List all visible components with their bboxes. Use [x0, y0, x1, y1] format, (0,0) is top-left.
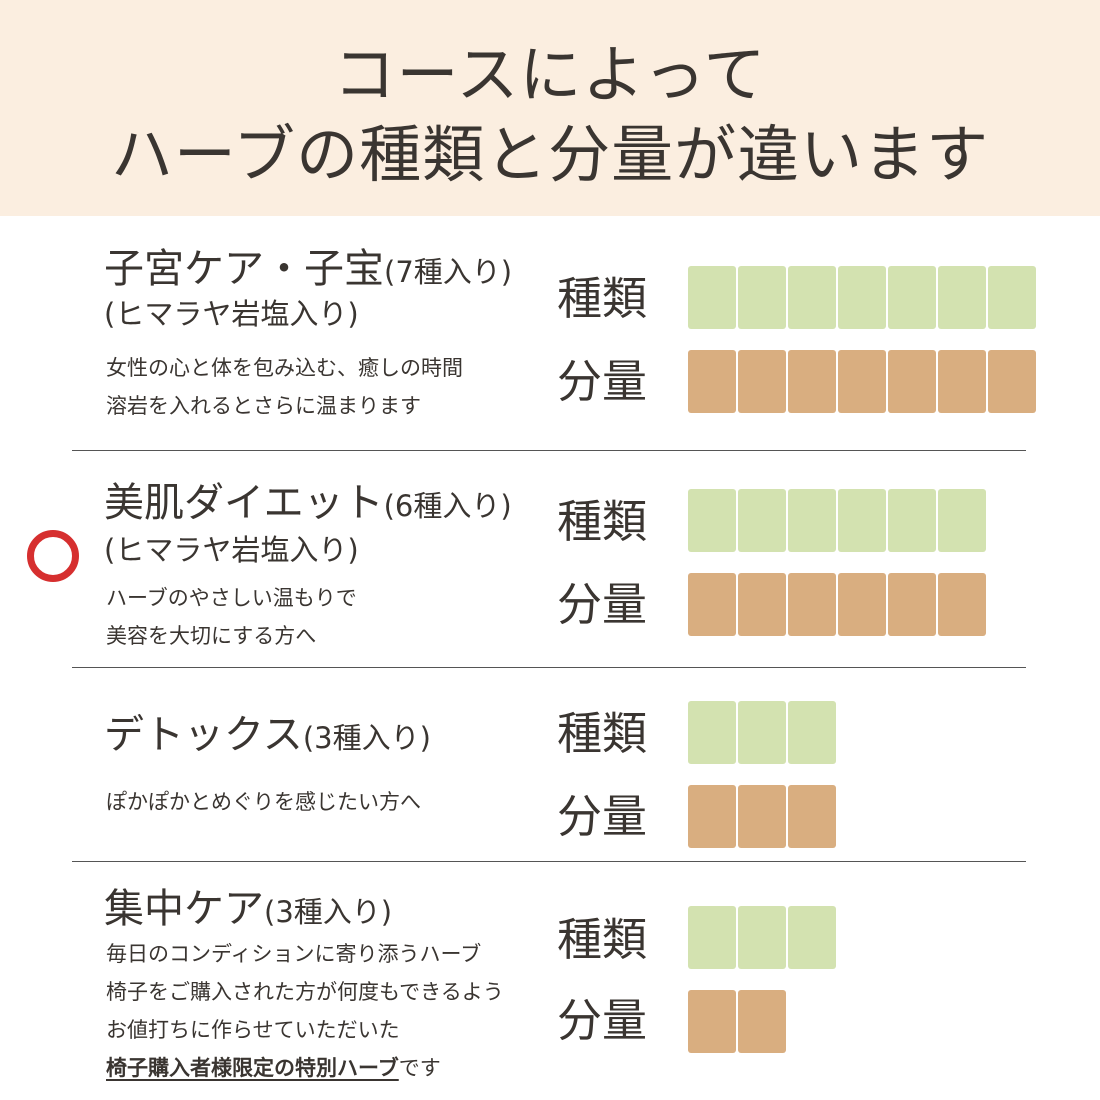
course-title: 美肌ダイエット(6種入り): [104, 480, 512, 529]
course-name: 集中ケア: [104, 886, 264, 932]
course-count: (3種入り): [264, 895, 393, 929]
course-subtitle: (ヒマラヤ岩塩入り): [104, 533, 359, 567]
level-cell: [938, 573, 986, 636]
description-line: 椅子購入者様限定の特別ハーブです: [106, 1049, 504, 1087]
level-cell: [788, 906, 836, 969]
level-cell: [788, 350, 836, 413]
level-cell: [738, 350, 786, 413]
level-cell: [938, 266, 986, 329]
amount-label: 分量: [557, 578, 648, 631]
description-line: 女性の心と体を包み込む、癒しの時間: [106, 356, 463, 380]
amount-bar: [688, 990, 786, 1053]
description-line: 椅子をご購入された方が何度もできるよう: [106, 980, 504, 1004]
course-subtitle: (ヒマラヤ岩塩入り): [104, 297, 359, 331]
amount-label: 分量: [557, 790, 648, 843]
divider: [72, 861, 1026, 862]
description-suffix: です: [398, 1056, 441, 1080]
kind-bar: [688, 701, 836, 764]
level-cell: [788, 701, 836, 764]
course-count: (3種入り): [302, 721, 431, 755]
description-emphasis: 椅子購入者様限定の特別ハーブ: [106, 1056, 399, 1080]
level-cell: [988, 266, 1036, 329]
level-cell: [838, 266, 886, 329]
course-title: デトックス(3種入り): [104, 712, 431, 761]
course-title: 子宮ケア・子宝(7種入り): [104, 246, 512, 295]
description-line: ハーブのやさしい温もりで: [106, 586, 357, 610]
course-count: (6種入り): [383, 489, 512, 523]
kind-bar: [688, 906, 836, 969]
level-cell: [738, 990, 786, 1053]
divider: [72, 450, 1026, 451]
level-cell: [888, 573, 936, 636]
course-name: デトックス: [104, 712, 303, 758]
header-banner: コースによって ハーブの種類と分量が違います: [0, 0, 1100, 216]
level-cell: [888, 350, 936, 413]
course-title: 集中ケア(3種入り): [104, 886, 392, 935]
level-cell: [838, 573, 886, 636]
course-name: 子宮ケア・子宝: [104, 246, 384, 292]
description-line: 美容を大切にする方へ: [106, 624, 317, 648]
headline-line-2: ハーブの種類と分量が違います: [110, 118, 990, 191]
kind-label: 種類: [557, 272, 648, 325]
kind-label: 種類: [557, 495, 648, 548]
kind-bar: [688, 266, 1036, 329]
level-cell: [688, 785, 736, 848]
level-cell: [688, 266, 736, 329]
level-cell: [688, 573, 736, 636]
description-line: お値打ちに作らせていただいた: [106, 1018, 400, 1042]
level-cell: [738, 785, 786, 848]
amount-label: 分量: [557, 994, 648, 1047]
level-cell: [838, 489, 886, 552]
divider: [72, 667, 1026, 668]
description-line: 毎日のコンディションに寄り添うハーブ: [106, 942, 482, 966]
red-circle-marker: [27, 530, 79, 582]
level-cell: [738, 906, 786, 969]
level-cell: [888, 266, 936, 329]
level-cell: [938, 489, 986, 552]
description-line: ぽかぽかとめぐりを感じたい方へ: [106, 790, 421, 814]
kind-label: 種類: [557, 913, 648, 966]
level-cell: [888, 489, 936, 552]
level-cell: [788, 573, 836, 636]
level-cell: [788, 785, 836, 848]
level-cell: [788, 489, 836, 552]
amount-bar: [688, 785, 836, 848]
amount-bar: [688, 350, 1036, 413]
level-cell: [738, 573, 786, 636]
description-line: 溶岩を入れるとさらに温まります: [106, 394, 421, 418]
level-cell: [738, 701, 786, 764]
level-cell: [988, 350, 1036, 413]
level-cell: [688, 701, 736, 764]
level-cell: [688, 906, 736, 969]
level-cell: [938, 350, 986, 413]
kind-bar: [688, 489, 986, 552]
level-cell: [688, 489, 736, 552]
course-description: 女性の心と体を包み込む、癒しの時間 溶岩を入れるとさらに温まります: [106, 349, 463, 425]
level-cell: [788, 266, 836, 329]
level-cell: [738, 266, 786, 329]
course-description: ぽかぽかとめぐりを感じたい方へ: [106, 783, 421, 821]
level-cell: [688, 350, 736, 413]
headline-line-1: コースによって: [333, 38, 767, 111]
course-description: 毎日のコンディションに寄り添うハーブ 椅子をご購入された方が何度もできるよう お…: [106, 935, 504, 1087]
amount-label: 分量: [557, 355, 648, 408]
level-cell: [738, 489, 786, 552]
course-count: (7種入り): [384, 255, 513, 289]
level-cell: [688, 990, 736, 1053]
course-description: ハーブのやさしい温もりで 美容を大切にする方へ: [106, 579, 357, 655]
kind-label: 種類: [557, 707, 648, 760]
level-cell: [838, 350, 886, 413]
amount-bar: [688, 573, 986, 636]
course-name: 美肌ダイエット: [104, 480, 384, 526]
